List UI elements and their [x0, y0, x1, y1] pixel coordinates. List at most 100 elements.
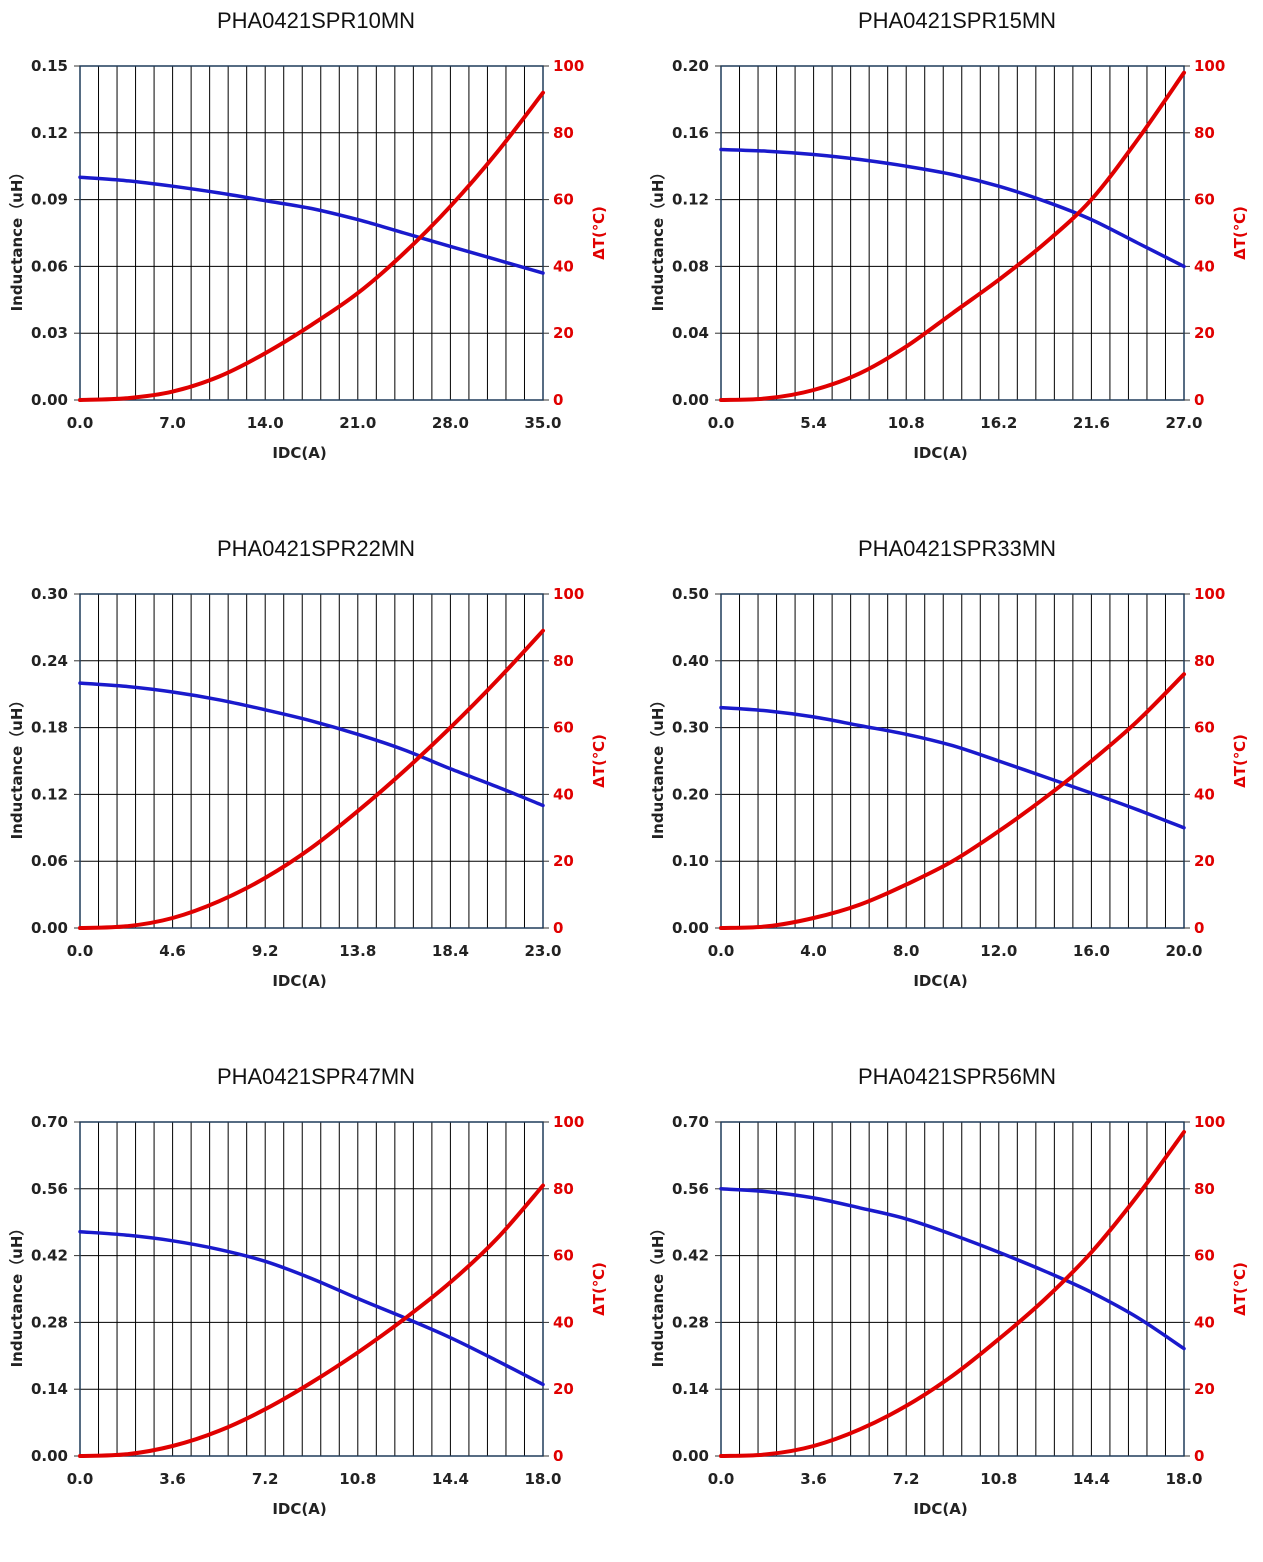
x-tick-label: 18.0	[524, 1470, 561, 1488]
x-tick-label: 14.0	[247, 414, 284, 432]
chart-svg: 0.00 0.14 0.28 0.42 0.56 0.70 0 20 40 60 80 100 0.0 3…	[8, 1113, 608, 1518]
plot-frame	[79, 65, 544, 401]
y2-tick-label: 0	[1194, 391, 1204, 409]
chart-panel: PHA0421SPR10MN 0.00 0.03 0.06 0.09 0.12 0.15 0 2…	[0, 0, 632, 506]
y2-tick-label: 20	[1194, 852, 1215, 870]
y-axis-label: Inductance（uH）	[8, 165, 26, 312]
y-tick-label: 0.50	[672, 585, 709, 603]
y2-tick-label: 80	[1194, 652, 1215, 670]
y2-axis-label: ΔT(℃)	[590, 734, 608, 788]
x-tick-label: 35.0	[524, 414, 561, 432]
y-tick-label: 0.56	[31, 1180, 68, 1198]
chart-title: PHA0421SPR56MN	[857, 1064, 1057, 1089]
x-tick-label: 27.0	[1165, 414, 1202, 432]
x-tick-label: 12.0	[980, 942, 1017, 960]
x-tick-label: 0.0	[67, 942, 94, 960]
plot-frame	[79, 593, 544, 929]
y2-tick-label: 20	[553, 852, 574, 870]
y-tick-label: 0.00	[672, 919, 709, 937]
y2-tick-label: 40	[1194, 257, 1215, 275]
x-tick-label: 9.2	[252, 942, 279, 960]
y2-tick-label: 20	[1194, 1380, 1215, 1398]
y-axis-label: Inductance（uH）	[8, 693, 26, 840]
x-tick-label: 23.0	[524, 942, 561, 960]
x-tick-label: 7.0	[159, 414, 186, 432]
chart-title: PHA0421SPR15MN	[857, 8, 1057, 33]
y2-tick-label: 80	[553, 652, 574, 670]
chart-svg: 0.00 0.10 0.20 0.30 0.40 0.50 0 20 40 60 80 100 0.0 4…	[649, 585, 1249, 990]
temperature-rise-line	[78, 628, 545, 930]
x-tick-label: 0.0	[708, 942, 735, 960]
y2-tick-label: 100	[553, 57, 584, 75]
y-tick-label: 0.14	[31, 1380, 68, 1398]
chart-title: PHA0421SPR10MN	[216, 8, 416, 33]
x-tick-label: 0.0	[67, 1470, 94, 1488]
x-tick-label: 10.8	[888, 414, 925, 432]
y2-tick-label: 40	[1194, 1313, 1215, 1331]
y2-tick-label: 80	[1194, 124, 1215, 142]
x-axis-label: IDC(A)	[272, 1500, 326, 1518]
y2-tick-label: 60	[1194, 1247, 1215, 1265]
y-tick-label: 0.12	[672, 191, 709, 209]
y-tick-label: 0.70	[672, 1113, 709, 1131]
x-axis-label: IDC(A)	[913, 1500, 967, 1518]
x-tick-label: 28.0	[432, 414, 469, 432]
y2-tick-label: 20	[553, 324, 574, 342]
inductance-line	[719, 1187, 1186, 1351]
temperature-rise-line	[719, 1130, 1186, 1458]
plot-frame	[720, 65, 1185, 401]
y-tick-label: 0.14	[672, 1380, 709, 1398]
y2-axis-label: ΔT(℃)	[1231, 206, 1249, 260]
y-tick-label: 0.42	[31, 1247, 68, 1265]
inductance-line	[78, 1229, 545, 1387]
x-tick-label: 8.0	[893, 942, 920, 960]
y2-axis-label: ΔT(℃)	[590, 1262, 608, 1316]
y2-axis-label: ΔT(℃)	[1231, 734, 1249, 788]
y-tick-label: 0.12	[31, 124, 68, 142]
y-tick-label: 0.06	[31, 257, 68, 275]
y-axis-label: Inductance（uH）	[649, 1221, 667, 1368]
y2-tick-label: 0	[553, 391, 563, 409]
y-tick-label: 0.06	[31, 852, 68, 870]
chart-svg: 0.00 0.14 0.28 0.42 0.56 0.70 0 20 40 60 80 100 0.0 3…	[649, 1113, 1249, 1518]
x-tick-label: 18.0	[1165, 1470, 1202, 1488]
y-tick-label: 0.09	[31, 191, 68, 209]
y-tick-label: 0.18	[31, 719, 68, 737]
temperature-rise-line	[78, 90, 545, 402]
y2-tick-label: 20	[1194, 324, 1215, 342]
y-tick-label: 0.70	[31, 1113, 68, 1131]
y-tick-label: 0.28	[672, 1313, 709, 1331]
y2-tick-label: 60	[553, 719, 574, 737]
x-tick-label: 16.0	[1073, 942, 1110, 960]
y-tick-label: 0.56	[672, 1180, 709, 1198]
y-tick-label: 0.00	[672, 1447, 709, 1465]
y2-tick-label: 60	[553, 191, 574, 209]
y2-tick-label: 0	[553, 919, 563, 937]
y-axis-label: Inductance（uH）	[649, 165, 667, 312]
plot-frame	[79, 1121, 544, 1457]
y-tick-label: 0.10	[672, 852, 709, 870]
y2-tick-label: 60	[1194, 191, 1215, 209]
chart-panel: PHA0421SPR15MN 0.00 0.04 0.08 0.12 0.16 0.20 0 2…	[641, 0, 1263, 506]
x-tick-label: 10.8	[339, 1470, 376, 1488]
chart-svg: 0.00 0.06 0.12 0.18 0.24 0.30 0 20 40 60 80 100 0.0 4…	[8, 585, 608, 990]
y2-axis-label: ΔT(℃)	[1231, 1262, 1249, 1316]
plot-frame	[720, 593, 1185, 929]
y-tick-label: 0.16	[672, 124, 709, 142]
y2-tick-label: 40	[1194, 785, 1215, 803]
y2-tick-label: 100	[1194, 57, 1225, 75]
chart-panel: PHA0421SPR33MN 0.00 0.10 0.20 0.30 0.40 0.50 0 2…	[641, 528, 1263, 1034]
x-tick-label: 14.4	[432, 1470, 469, 1488]
y2-tick-label: 0	[1194, 1447, 1204, 1465]
y-tick-label: 0.08	[672, 257, 709, 275]
x-axis-label: IDC(A)	[913, 972, 967, 990]
chart-panel: PHA0421SPR56MN 0.00 0.14 0.28 0.42 0.56 0.70 0 2…	[641, 1056, 1263, 1562]
inductance-line	[78, 175, 545, 275]
inductance-line	[78, 681, 545, 808]
chart-svg: 0.00 0.04 0.08 0.12 0.16 0.20 0 20 40 60 80 100 0.0 5…	[649, 57, 1249, 462]
y-tick-label: 0.00	[31, 391, 68, 409]
y2-tick-label: 60	[553, 1247, 574, 1265]
y-tick-label: 0.28	[31, 1313, 68, 1331]
plot-frame	[720, 1121, 1185, 1457]
inductance-line	[719, 147, 1186, 269]
